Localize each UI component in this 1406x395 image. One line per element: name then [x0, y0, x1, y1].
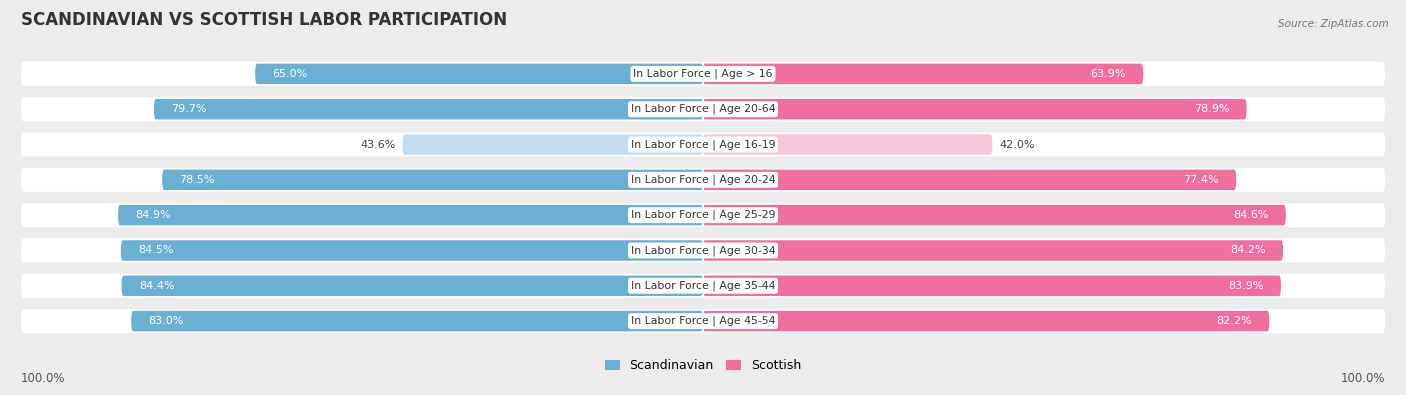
- Text: 65.0%: 65.0%: [273, 69, 308, 79]
- Text: 78.5%: 78.5%: [180, 175, 215, 185]
- Text: In Labor Force | Age 45-54: In Labor Force | Age 45-54: [631, 316, 775, 326]
- Text: 84.4%: 84.4%: [139, 281, 174, 291]
- FancyBboxPatch shape: [21, 274, 1385, 298]
- FancyBboxPatch shape: [153, 99, 703, 119]
- Text: 83.9%: 83.9%: [1229, 281, 1264, 291]
- FancyBboxPatch shape: [21, 62, 1385, 86]
- Text: In Labor Force | Age 35-44: In Labor Force | Age 35-44: [631, 280, 775, 291]
- Text: Source: ZipAtlas.com: Source: ZipAtlas.com: [1278, 19, 1389, 29]
- FancyBboxPatch shape: [703, 64, 1143, 84]
- Text: 77.4%: 77.4%: [1184, 175, 1219, 185]
- Text: 84.9%: 84.9%: [135, 210, 172, 220]
- Text: 43.6%: 43.6%: [360, 139, 395, 150]
- FancyBboxPatch shape: [21, 168, 1385, 192]
- FancyBboxPatch shape: [118, 205, 703, 226]
- FancyBboxPatch shape: [703, 240, 1284, 261]
- FancyBboxPatch shape: [703, 311, 1270, 331]
- Text: 100.0%: 100.0%: [21, 372, 66, 385]
- Text: 84.6%: 84.6%: [1233, 210, 1268, 220]
- Text: 79.7%: 79.7%: [172, 104, 207, 114]
- FancyBboxPatch shape: [402, 134, 703, 155]
- Text: 83.0%: 83.0%: [149, 316, 184, 326]
- FancyBboxPatch shape: [21, 309, 1385, 333]
- FancyBboxPatch shape: [21, 132, 1385, 156]
- Text: 42.0%: 42.0%: [1000, 139, 1035, 150]
- Text: In Labor Force | Age 20-64: In Labor Force | Age 20-64: [631, 104, 775, 115]
- FancyBboxPatch shape: [21, 97, 1385, 121]
- Text: 63.9%: 63.9%: [1091, 69, 1126, 79]
- Text: In Labor Force | Age 16-19: In Labor Force | Age 16-19: [631, 139, 775, 150]
- FancyBboxPatch shape: [703, 169, 1236, 190]
- FancyBboxPatch shape: [162, 169, 703, 190]
- Text: 78.9%: 78.9%: [1194, 104, 1229, 114]
- Legend: Scandinavian, Scottish: Scandinavian, Scottish: [599, 354, 807, 377]
- Text: 84.2%: 84.2%: [1230, 245, 1265, 256]
- Text: In Labor Force | Age 25-29: In Labor Force | Age 25-29: [631, 210, 775, 220]
- FancyBboxPatch shape: [703, 99, 1247, 119]
- FancyBboxPatch shape: [21, 239, 1385, 263]
- FancyBboxPatch shape: [256, 64, 703, 84]
- Text: In Labor Force | Age 30-34: In Labor Force | Age 30-34: [631, 245, 775, 256]
- Text: In Labor Force | Age 20-24: In Labor Force | Age 20-24: [631, 175, 775, 185]
- Text: 84.5%: 84.5%: [138, 245, 173, 256]
- Text: In Labor Force | Age > 16: In Labor Force | Age > 16: [633, 69, 773, 79]
- Text: 82.2%: 82.2%: [1216, 316, 1253, 326]
- FancyBboxPatch shape: [21, 203, 1385, 227]
- FancyBboxPatch shape: [703, 205, 1286, 226]
- FancyBboxPatch shape: [121, 276, 703, 296]
- FancyBboxPatch shape: [131, 311, 703, 331]
- FancyBboxPatch shape: [121, 240, 703, 261]
- Text: SCANDINAVIAN VS SCOTTISH LABOR PARTICIPATION: SCANDINAVIAN VS SCOTTISH LABOR PARTICIPA…: [21, 11, 508, 29]
- FancyBboxPatch shape: [703, 276, 1281, 296]
- Text: 100.0%: 100.0%: [1340, 372, 1385, 385]
- FancyBboxPatch shape: [703, 134, 993, 155]
